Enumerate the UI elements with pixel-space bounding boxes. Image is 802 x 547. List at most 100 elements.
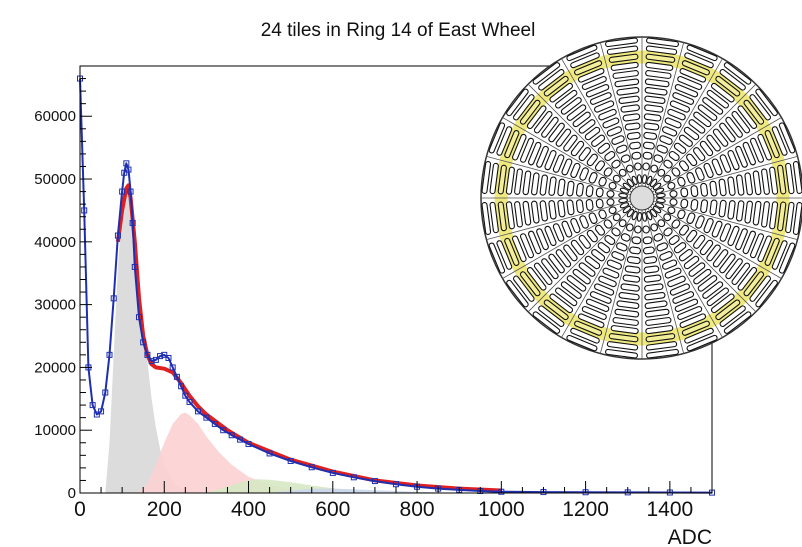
tile — [585, 185, 594, 198]
tile — [588, 212, 598, 224]
tile — [646, 175, 653, 186]
tile — [548, 200, 557, 220]
tile — [488, 242, 506, 274]
sector-divider — [650, 206, 757, 313]
tile — [642, 236, 653, 245]
tile — [743, 99, 765, 125]
tile — [680, 187, 689, 198]
tile — [679, 313, 707, 329]
data-point-17 — [135, 314, 142, 321]
tile — [597, 142, 611, 154]
tile — [555, 249, 572, 268]
tile — [673, 142, 687, 154]
tile — [712, 128, 729, 147]
tile — [557, 178, 566, 197]
tile — [688, 119, 706, 134]
tile — [575, 199, 584, 214]
tile — [643, 256, 658, 265]
data-point-28 — [182, 392, 189, 399]
tile — [595, 187, 604, 198]
data-point-25 — [169, 364, 176, 371]
data-point-4 — [93, 411, 100, 418]
sector-divider — [644, 42, 685, 187]
tile — [700, 199, 709, 214]
tile — [764, 130, 780, 159]
tile — [557, 199, 566, 218]
tile — [566, 180, 575, 197]
tile — [686, 172, 696, 184]
tile — [608, 206, 617, 215]
tile — [622, 274, 641, 283]
tile — [536, 145, 549, 168]
tile — [608, 53, 639, 63]
tile — [644, 300, 668, 309]
tile — [618, 291, 640, 301]
tile — [581, 305, 607, 321]
tile — [594, 224, 606, 236]
tile — [595, 198, 604, 209]
tile — [612, 174, 621, 183]
tile — [725, 258, 743, 280]
tile — [533, 111, 553, 134]
tile — [645, 341, 678, 351]
tile — [606, 190, 615, 198]
tile — [631, 175, 638, 186]
tile — [715, 75, 741, 97]
tile — [606, 198, 615, 206]
data-point-15 — [129, 219, 136, 226]
tile — [645, 53, 676, 63]
tile — [669, 283, 690, 296]
tile — [622, 205, 632, 214]
tile — [672, 291, 695, 304]
tile — [735, 228, 748, 251]
tile — [662, 126, 678, 137]
tile — [566, 334, 598, 352]
tile — [744, 200, 753, 224]
tile — [575, 182, 584, 197]
tile — [673, 242, 687, 254]
tile — [602, 267, 620, 279]
tile — [749, 94, 771, 121]
tile — [504, 237, 520, 266]
data-point-37 — [266, 450, 273, 457]
tile — [656, 242, 668, 252]
tile — [697, 275, 718, 292]
tile — [643, 113, 662, 122]
tile — [699, 239, 714, 256]
data-point-1 — [81, 207, 88, 214]
tile — [718, 199, 727, 218]
tile — [614, 78, 640, 88]
tile — [663, 159, 673, 169]
data-point-22 — [157, 353, 164, 360]
tile — [584, 126, 601, 141]
tile — [712, 249, 729, 268]
sector-divider — [652, 203, 782, 279]
tile — [749, 275, 771, 302]
data-point-39 — [308, 464, 315, 471]
tile — [702, 97, 724, 115]
tile — [606, 126, 622, 137]
tile — [527, 141, 542, 166]
tile — [677, 75, 703, 91]
data-point-7 — [106, 351, 113, 358]
tile — [667, 275, 686, 288]
tile — [563, 244, 578, 262]
tile — [531, 172, 540, 196]
tile — [555, 287, 578, 307]
tile — [785, 201, 795, 234]
tile — [645, 325, 674, 335]
tile — [742, 230, 757, 255]
tile — [652, 205, 662, 214]
x-tick-label-4: 800 — [400, 498, 435, 521]
tile — [634, 162, 642, 171]
tile — [622, 182, 632, 191]
tile — [544, 150, 557, 171]
tile — [625, 223, 634, 232]
tile — [578, 147, 591, 162]
tile — [578, 119, 596, 134]
tile — [646, 37, 679, 48]
sector-divider — [527, 83, 634, 190]
data-point-26 — [173, 373, 180, 380]
sector-divider — [561, 208, 637, 338]
tile — [646, 210, 653, 221]
